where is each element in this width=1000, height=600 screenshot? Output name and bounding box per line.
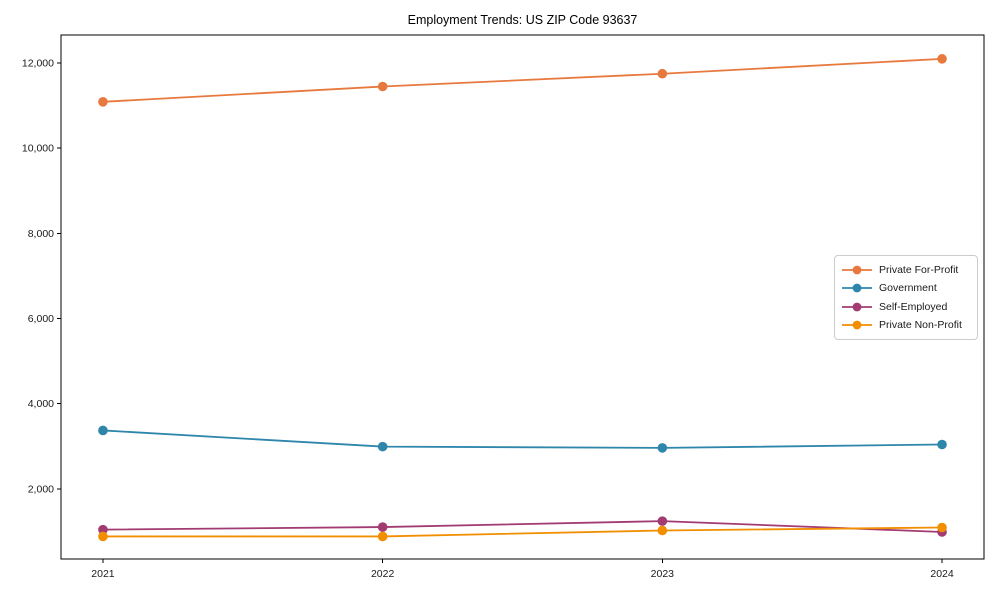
series-point-private-non-profit-2022 (377, 531, 388, 542)
legend-marker-self-employed (842, 302, 872, 312)
legend-label-self-employed: Self-Employed (879, 300, 948, 313)
legend-marker-private-for-profit (842, 265, 872, 275)
chart-title: Employment Trends: US ZIP Code 93637 (407, 13, 638, 27)
y-axis-tick-label: 10,000 (22, 143, 54, 155)
series-point-private-non-profit-2024 (937, 522, 947, 533)
legend-dot-icon (852, 265, 862, 275)
legend-marker-government (842, 283, 872, 293)
series-point-self-employed-2022 (377, 522, 388, 532)
series-line-private-non-profit (102, 526, 943, 538)
series-point-private-for-profit-2024 (937, 54, 947, 64)
y-axis-tick-label: 8,000 (28, 228, 54, 240)
series-point-government-2024 (937, 439, 947, 450)
legend-item-self-employed: Self-Employed (842, 301, 970, 313)
y-axis-tick-label: 4,000 (28, 398, 54, 410)
y-axis-tick-label: 2,000 (28, 483, 54, 495)
series-point-government-2023 (657, 443, 668, 453)
series-point-private-for-profit-2023 (657, 68, 668, 79)
x-axis-tick-label: 2022 (371, 568, 395, 580)
legend-label-private-for-profit: Private For-Profit (879, 264, 959, 277)
legend-item-private-for-profit: Private For-Profit (842, 264, 970, 276)
series-point-private-non-profit-2023 (657, 525, 668, 536)
series-line-self-employed (102, 520, 943, 533)
legend-item-private-non-profit: Private Non-Profit (842, 319, 970, 331)
series-line-government (102, 429, 943, 449)
y-axis-tick-label: 6,000 (28, 313, 54, 325)
x-axis-tick-label: 2021 (91, 568, 115, 580)
plot-border (60, 34, 985, 560)
x-axis-tick-label: 2023 (651, 568, 675, 580)
legend-marker-private-non-profit (842, 320, 872, 330)
series-point-government-2021 (98, 425, 108, 436)
legend-dot-icon (852, 283, 862, 293)
series-point-self-employed-2023 (657, 516, 668, 526)
legend-label-government: Government (879, 282, 937, 295)
series-point-self-employed-2021 (98, 524, 108, 535)
x-axis-tick-label: 2024 (930, 568, 954, 580)
legend-dot-icon (852, 320, 862, 330)
series-point-government-2022 (377, 441, 388, 452)
legend-item-government: Government (842, 282, 970, 294)
chart-legend: Private For-Profit Government Self-Employe… (834, 255, 978, 340)
series-point-private-for-profit-2022 (377, 81, 388, 92)
series-point-private-for-profit-2021 (98, 97, 108, 107)
y-axis-tick-label: 12,000 (22, 58, 54, 70)
series-line-private-for-profit (102, 57, 943, 103)
legend-dot-icon (852, 302, 862, 312)
series-point-private-non-profit-2021 (98, 531, 108, 542)
legend-label-private-non-profit: Private Non-Profit (879, 318, 962, 331)
